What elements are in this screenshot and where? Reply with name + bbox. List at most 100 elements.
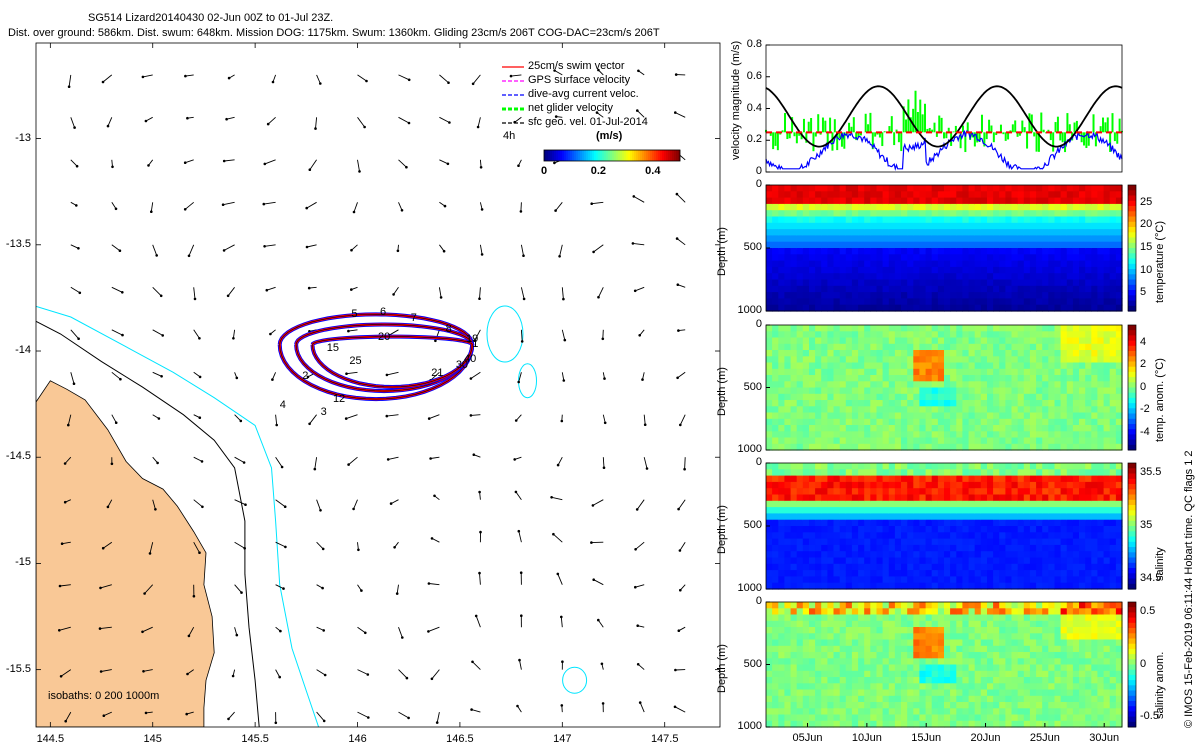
heatmap-temp-cell-33-9 <box>968 241 976 249</box>
heatmap-tanom-cell-1-1 <box>772 331 779 339</box>
heatmap-tanom-cell-42-1 <box>1023 331 1031 339</box>
heatmap-sal-cell-20-17 <box>888 570 896 577</box>
heatmap-tanom-cell-36-7 <box>987 368 994 376</box>
heatmap-sanom-cell-17-8 <box>870 652 877 659</box>
heatmap-sanom-cell-6-5 <box>802 633 810 641</box>
heatmap-sal-cell-21-10 <box>894 526 902 533</box>
heatmap-temp-cell-46-13 <box>1048 266 1055 274</box>
heatmap-temp-cell-20-7 <box>888 229 896 236</box>
heatmap-sal-cell-23-15 <box>907 557 914 565</box>
heatmap-temp-cell-23-13 <box>907 266 914 274</box>
heatmap-sanom-cell-28-2 <box>937 614 945 622</box>
heatmap-temp-cell-34-11 <box>974 254 982 262</box>
heatmap-sal-cell-3-16 <box>784 563 792 571</box>
heatmap-sal-cell-21-9 <box>894 519 902 527</box>
heatmap-sal-cell-7-15 <box>809 557 816 565</box>
heatmap-sanom-cell-4-6 <box>790 639 798 647</box>
heatmap-sal-cell-5-0 <box>796 463 804 470</box>
heatmap-temp-cell-6-7 <box>802 229 810 236</box>
heatmap-tanom-cell-49-7 <box>1066 368 1074 376</box>
heatmap-tanom-cell-19-14 <box>882 412 890 420</box>
heatmap-temp-cell-1-2 <box>772 197 779 205</box>
heatmap-sal-cell-32-13 <box>962 544 970 552</box>
heatmap-tanom-cell-23-17 <box>907 431 914 439</box>
heatmap-sanom-cell-11-17 <box>833 708 841 716</box>
heatmap-sanom-cell-0-16 <box>766 702 773 709</box>
heatmap-temp-cell-25-8 <box>919 235 927 243</box>
heatmap-temp-cell-40-4 <box>1011 210 1019 218</box>
heatmap-sal-cell-11-19 <box>833 582 841 590</box>
heatmap-tanom-cell-11-13 <box>833 406 841 414</box>
heatmap-sal-cell-21-14 <box>894 551 902 559</box>
heatmap-sal-cell-8-7 <box>815 507 822 514</box>
heatmap-sal-cell-1-2 <box>772 475 779 483</box>
heatmap-sal-cell-43-15 <box>1029 557 1037 565</box>
heatmap-tanom-cell-48-3 <box>1060 343 1068 351</box>
heatmap-sal-cell-46-19 <box>1048 582 1055 590</box>
heatmap-sal-cell-20-14 <box>888 551 896 559</box>
heatmap-sal-cell-19-12 <box>882 538 890 546</box>
heatmap-temp-cell-2-10 <box>778 248 785 255</box>
heatmap-tanom-cell-36-8 <box>987 375 994 382</box>
sfc-velocity-vector-211 <box>591 201 604 205</box>
heatmap-temp-cell-27-15 <box>931 279 939 287</box>
heatmap-tanom-cell-51-8 <box>1079 375 1086 382</box>
heatmap-tanom-cell-18-3 <box>876 343 884 351</box>
heatmap-temp-cell-23-9 <box>907 241 914 249</box>
heatmap-sal-cell-19-18 <box>882 576 890 584</box>
sfc-velocity-vector-160 <box>472 74 481 85</box>
sfc-velocity-vector-234 <box>636 499 645 510</box>
heatmap-sanom-cell-19-18 <box>882 714 890 722</box>
heatmap-sal-cell-36-11 <box>987 532 994 540</box>
heatmap-temp-cell-50-6 <box>1072 222 1080 230</box>
heatmap-tanom-cell-21-7 <box>894 368 902 376</box>
heatmap-temp-cell-23-14 <box>907 273 914 281</box>
heatmap-temp-cell-50-2 <box>1072 197 1080 205</box>
map-colorbar-cell-65 <box>674 150 677 161</box>
heatmap-tanom-cell-1-19 <box>772 443 779 451</box>
heatmap-temp-cell-43-5 <box>1029 216 1037 224</box>
heatmap-tanom-cell-21-15 <box>894 418 902 426</box>
heatmap-sanom-cell-13-18 <box>845 714 853 722</box>
heatmap-temp-cell-25-9 <box>919 241 927 249</box>
heatmap-tanom-cell-6-11 <box>802 393 810 401</box>
heatmap-sal-cell-14-18 <box>851 576 859 584</box>
heatmap-tanom-cell-20-11 <box>888 393 896 401</box>
sfc-velocity-vector-73 <box>234 456 245 463</box>
heatmap-tanom-cell-57-16 <box>1115 425 1123 432</box>
heatmap-sal-cell-1-12 <box>772 538 779 546</box>
heatmap-sanom-cell-21-4 <box>894 627 902 634</box>
heatmap-sal-cell-49-1 <box>1066 469 1074 477</box>
map-colorbar-cell-6 <box>556 150 559 161</box>
heatmap-sanom-cell-15-7 <box>858 645 865 653</box>
heatmap-sal-cell-38-19 <box>999 582 1006 590</box>
heatmap-sanom-cell-17-11 <box>870 670 877 678</box>
heatmap-tanom-cell-44-19 <box>1036 443 1043 451</box>
heatmap-tanom-cell-26-0 <box>925 325 933 332</box>
heatmap-sanom-cell-16-17 <box>864 708 871 716</box>
heatmap-tanom-cell-22-14 <box>901 412 908 420</box>
heatmap-tanom-cell-49-1 <box>1066 331 1074 339</box>
heatmap-temp-cell-33-18 <box>968 298 976 306</box>
heatmap-temp-cell-35-17 <box>980 292 988 299</box>
heatmap-tanom-cell-55-19 <box>1103 443 1111 451</box>
heatmap-sal-cell-4-10 <box>790 526 798 533</box>
heatmap-temp-cell-49-9 <box>1066 241 1074 249</box>
heatmap-tanom-cell-21-19 <box>894 443 902 451</box>
heatmap-sal-cell-27-18 <box>931 576 939 584</box>
sfc-velocity-vector-55 <box>193 371 201 378</box>
heatmap-temp-cell-26-2 <box>925 197 933 205</box>
heatmap-sanom-cell-21-13 <box>894 683 902 691</box>
heatmap-sanom-cell-14-10 <box>851 664 859 672</box>
sfc-velocity-head-178 <box>517 164 520 167</box>
heatmap-temp-cell-26-11 <box>925 254 933 262</box>
heatmap-sanom-cell-13-7 <box>845 645 853 653</box>
heatmap-sal-cell-41-4 <box>1017 488 1025 496</box>
sfc-velocity-head-26 <box>106 505 110 509</box>
heatmap-temp-cell-10-1 <box>827 191 835 199</box>
heatmap-sal-cell-21-13 <box>894 544 902 552</box>
heatmap-temp-cell-39-5 <box>1005 216 1013 224</box>
heatmap-sal-cell-37-4 <box>993 488 1000 496</box>
heatmap-temp-cell-25-1 <box>919 191 927 199</box>
heatmap-tanom-cell-33-4 <box>968 350 976 357</box>
